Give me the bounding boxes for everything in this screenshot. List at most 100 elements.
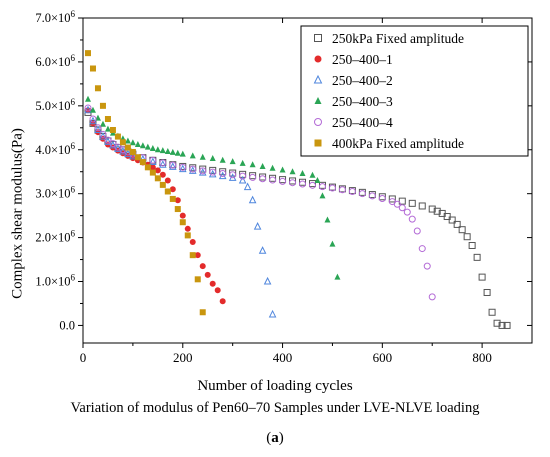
data-point [423,262,431,270]
data-point [433,207,441,215]
legend-marker [314,34,322,42]
data-point [184,225,191,232]
data-point [179,163,187,171]
data-point [84,95,91,102]
y-tick-label: 7.0×106 [35,9,75,25]
data-point [154,175,161,182]
data-point [229,171,237,179]
data-point [109,126,116,133]
data-point [453,220,461,228]
x-axis-label: Number of loading cycles [197,378,353,394]
data-point [154,146,161,153]
data-point [124,144,131,151]
legend-marker [314,118,322,126]
y-tick-label: 0.0 [59,318,75,332]
data-point [463,233,471,241]
data-point [169,161,177,169]
data-point [443,213,451,221]
data-point [239,159,246,166]
data-point [324,216,331,223]
data-point [189,152,196,159]
data-point [169,195,176,202]
data-point [448,216,456,224]
data-point [249,161,256,168]
legend-label: 250–400–3 [332,94,393,109]
data-point [259,162,266,169]
series-6 [84,50,206,316]
y-tick-label: 3.0×106 [35,185,75,201]
data-point [159,160,167,168]
x-tick-label: 0 [80,350,87,365]
y-axis-label: Complex shear modulus(Pa) [9,128,26,299]
data-point [199,153,206,160]
data-point [478,273,486,281]
x-tick-label: 200 [173,350,193,365]
data-point [144,164,151,171]
data-point [498,321,506,329]
data-point [408,199,416,207]
data-point [149,157,157,166]
data-point [428,205,436,213]
data-point [99,130,107,138]
data-point [149,164,156,171]
data-point [188,166,197,174]
data-point [214,287,221,294]
data-point [199,167,207,175]
data-point [208,169,217,178]
data-point [149,156,157,164]
data-point [189,165,197,173]
y-tick-label: 5.0×106 [35,97,75,113]
y-tick-label: 6.0×106 [35,53,75,69]
panel-label: (a) [266,430,284,446]
data-point [408,215,416,223]
data-point [99,131,107,140]
data-point [189,238,196,245]
data-point [204,271,211,278]
legend-marker [314,97,322,104]
data-point [104,136,112,144]
legend-marker [314,55,322,63]
data-point [199,263,206,270]
data-point [259,175,267,183]
data-point [413,227,421,235]
data-point [269,176,277,184]
legend-label: 400kPa Fixed amplitude [332,136,464,151]
data-point [168,162,177,170]
legend-marker [313,74,323,84]
data-point [219,298,226,305]
data-point [473,253,481,261]
data-point [483,288,491,296]
data-point [159,181,166,188]
data-point [218,171,227,180]
data-point [179,212,186,219]
data-point [253,221,262,230]
legend-label: 250kPa Fixed amplitude [332,31,464,46]
data-point [493,319,501,327]
data-point [174,149,181,156]
data-point [308,181,316,189]
plot-frame [82,17,533,344]
series-5 [84,104,436,301]
data-point [124,137,131,144]
data-point [329,240,336,247]
data-point [258,246,267,254]
data-point [144,143,151,150]
data-point [109,140,117,149]
y-tick-label: 1.0×106 [35,273,75,289]
data-point [109,140,117,148]
data-point [184,232,191,239]
data-point [134,140,141,147]
data-point [219,169,227,177]
data-point [178,164,187,173]
chart-marks [84,50,511,329]
data-point [229,158,236,165]
data-point [319,192,326,199]
legend-label: 250–400–2 [332,73,393,88]
legend-label: 250–400–1 [332,52,393,67]
data-point [378,195,386,203]
data-point [189,252,196,259]
data-point [114,144,122,152]
data-point [164,177,171,184]
data-point [179,150,186,157]
data-point [89,65,96,72]
